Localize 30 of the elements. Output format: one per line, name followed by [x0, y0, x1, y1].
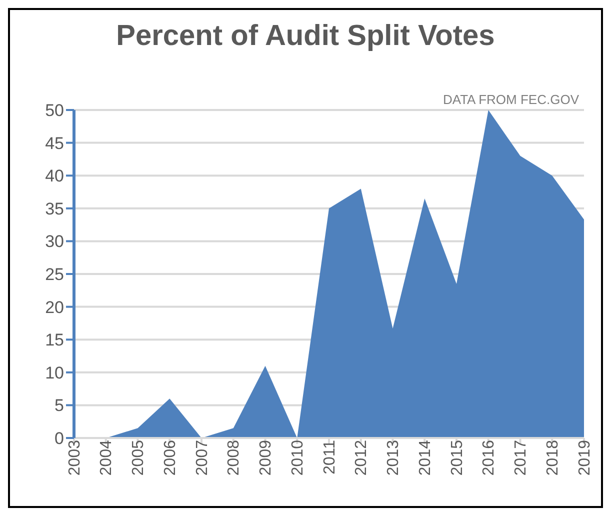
y-tick-label: 40 — [45, 166, 64, 186]
y-tick-label: 50 — [45, 101, 64, 120]
x-tick-label: 2008 — [226, 440, 243, 476]
y-tick-label: 35 — [45, 199, 64, 218]
y-tick-label: 0 — [54, 429, 64, 448]
x-tick-label: 2013 — [385, 440, 402, 476]
x-tick-label: 2012 — [353, 440, 370, 476]
x-tick-label: 2010 — [289, 440, 306, 476]
y-tick-label: 10 — [45, 363, 64, 382]
y-tick-label: 30 — [45, 232, 64, 252]
x-tick-label: 2019 — [576, 440, 594, 476]
x-tick-label: 2006 — [162, 440, 179, 476]
chart-title: Percent of Audit Split Votes — [115, 20, 496, 53]
x-tick-label: 2007 — [194, 440, 211, 476]
x-tick-label: 2015 — [448, 440, 466, 476]
y-tick-label: 20 — [45, 298, 64, 317]
x-tick-label: 2011 — [321, 440, 338, 474]
x-tick-label: 2017 — [512, 440, 530, 476]
text: DATA FROM FEC.GOV — [442, 92, 579, 107]
y-tick-label: 15 — [45, 330, 64, 350]
x-tick-label: 2004 — [98, 440, 116, 476]
x-tick-label: 2009 — [258, 440, 275, 476]
x-tick-label: 2016 — [480, 440, 498, 476]
x-tick-label: 2014 — [416, 440, 434, 476]
x-tick-label: 2018 — [544, 440, 562, 476]
y-tick-label: 5 — [54, 396, 64, 416]
y-tick-label: 45 — [45, 134, 64, 153]
x-tick-label: 2003 — [66, 440, 84, 476]
y-tick-label: 25 — [45, 265, 64, 284]
x-tick-label: 2005 — [130, 440, 148, 476]
